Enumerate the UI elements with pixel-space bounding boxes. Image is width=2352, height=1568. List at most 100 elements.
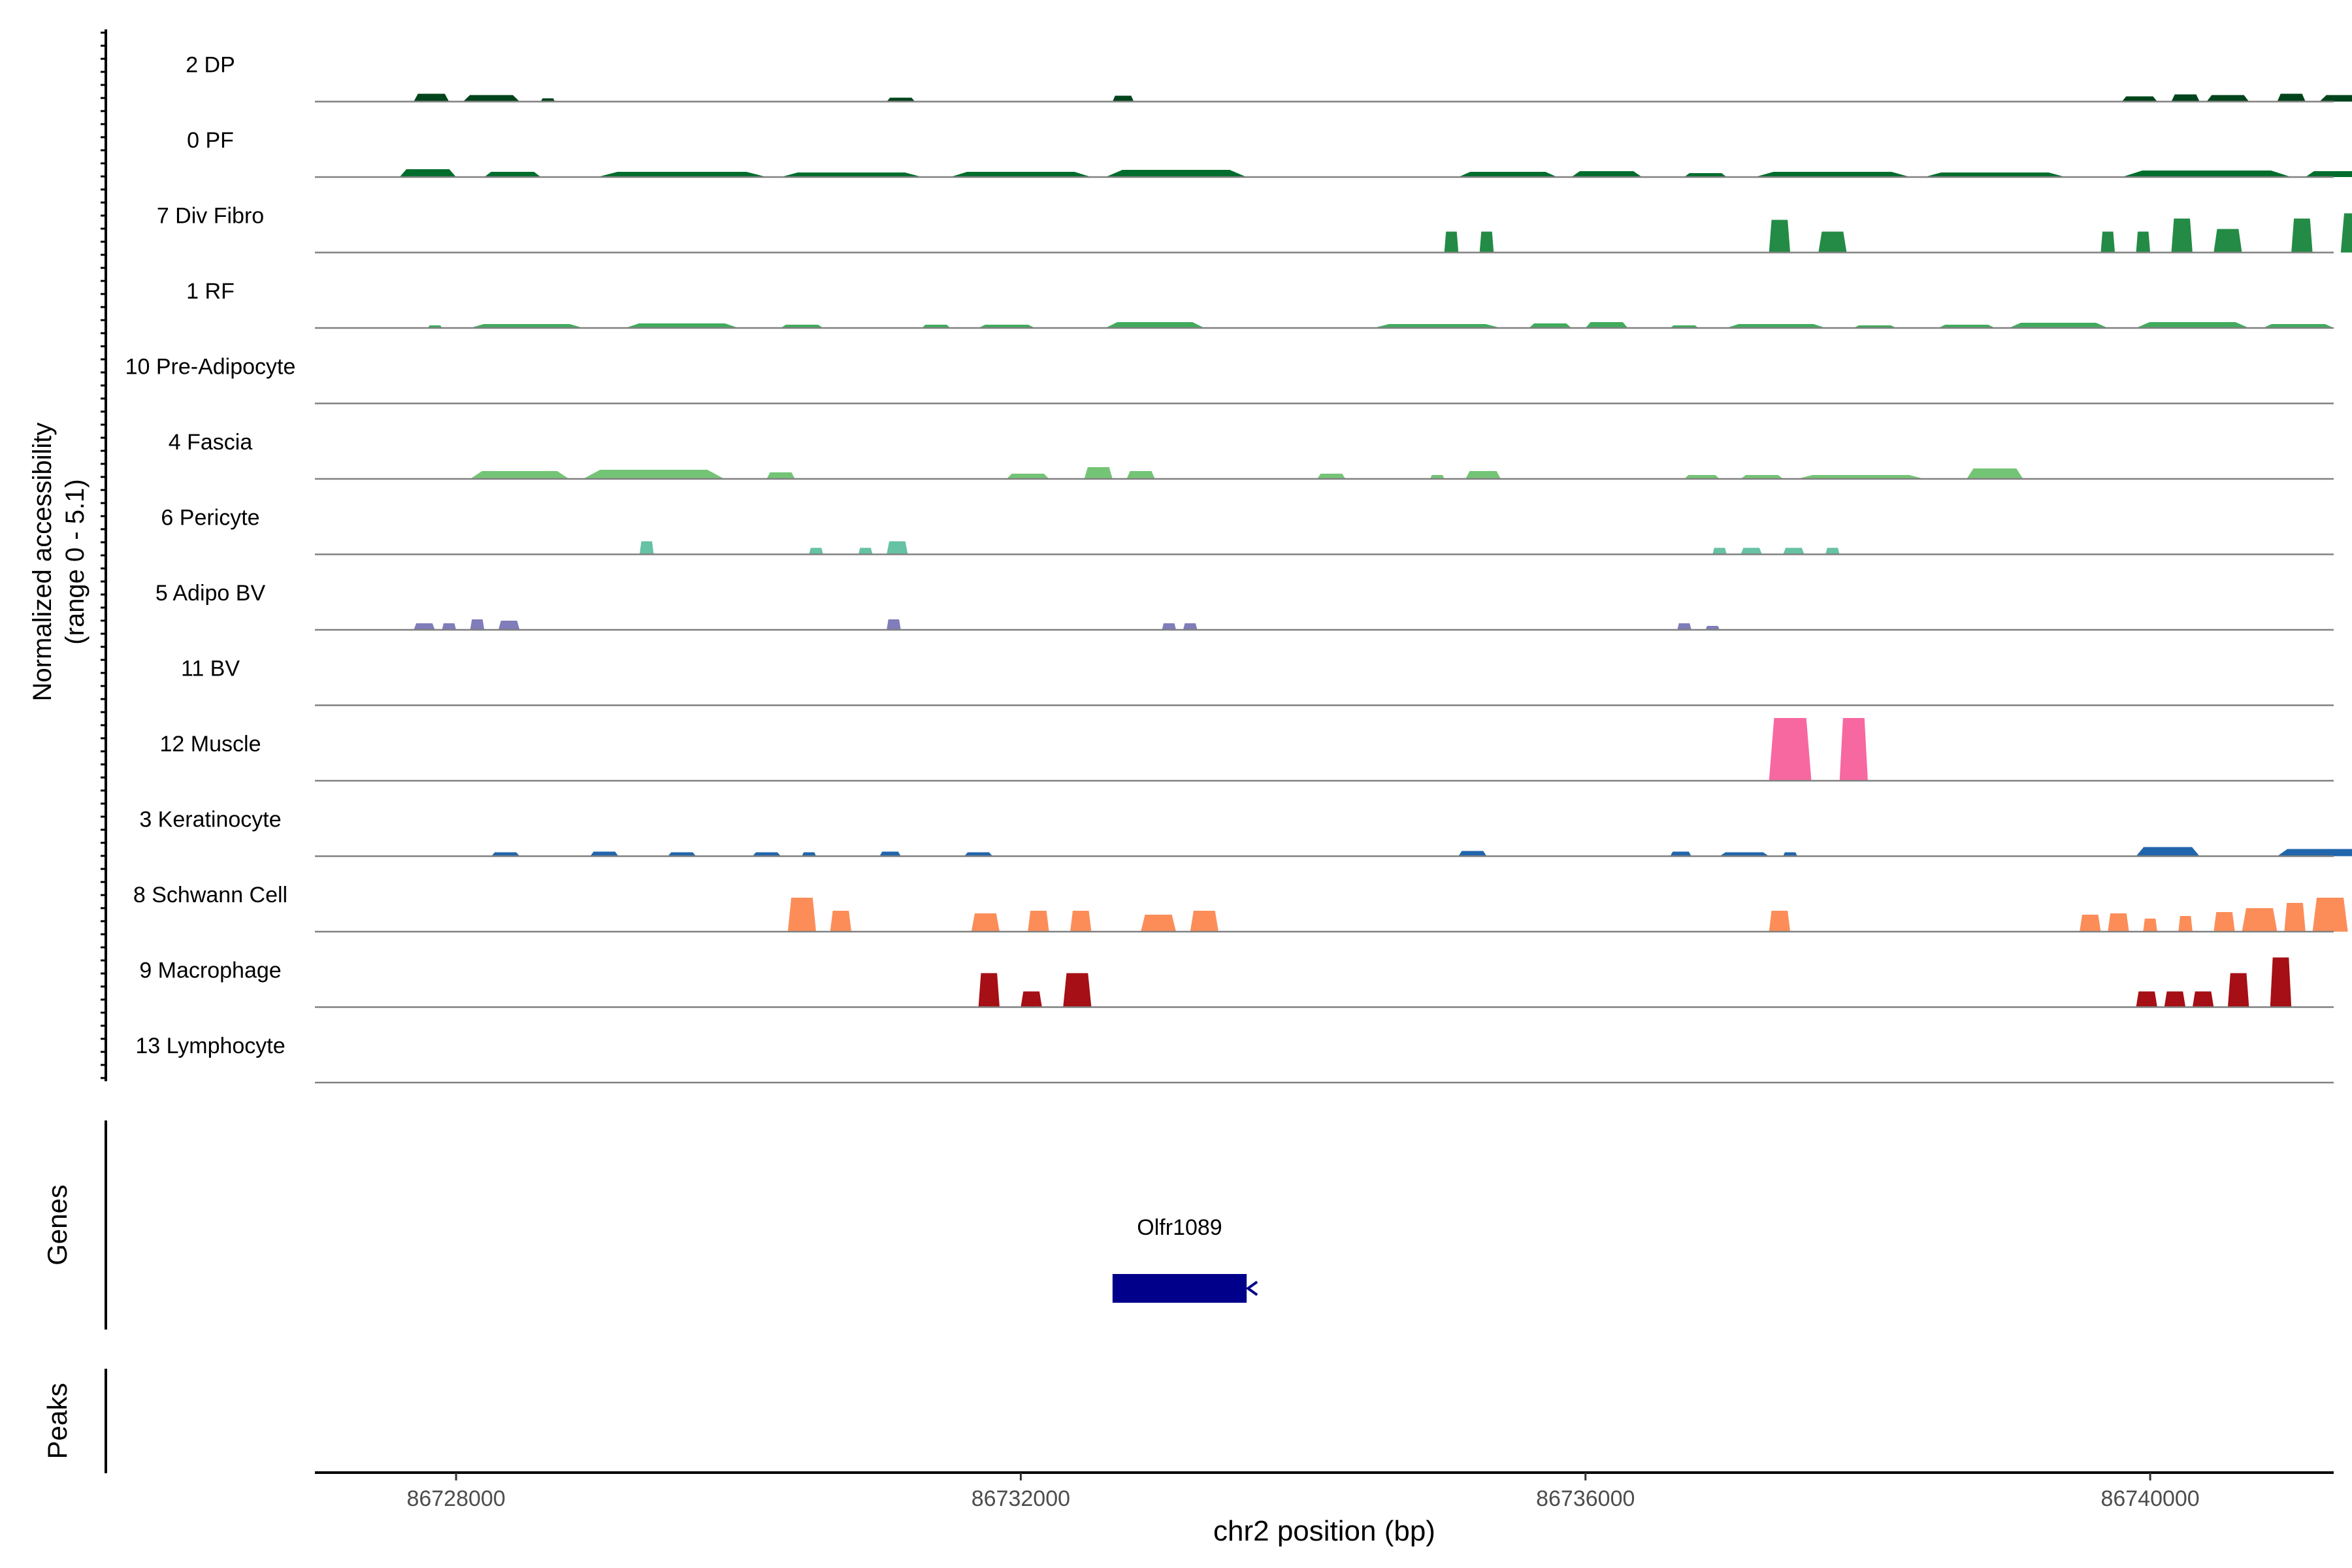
accessibility-peak (1458, 851, 1487, 857)
track-label: 10 Pre-Adipocyte (125, 355, 296, 380)
track-label: 12 Muscle (160, 732, 261, 757)
accessibility-peak (1769, 718, 1812, 781)
track-9-macrophage: 9 Macrophage (139, 957, 2334, 1008)
track-label: 3 Keratinocyte (139, 808, 281, 832)
accessibility-peak (1141, 915, 1177, 932)
accessibility-peak (887, 541, 908, 555)
accessibility-peak (2171, 94, 2200, 102)
track-label: 13 Lymphocyte (135, 1034, 285, 1058)
x-axis-title: chr2 position (bp) (1213, 1515, 1435, 1547)
accessibility-peak (2121, 96, 2157, 102)
accessibility-peak (668, 852, 696, 857)
accessibility-peak (766, 472, 795, 479)
accessibility-peak (2242, 908, 2278, 932)
accessibility-peak (1162, 623, 1177, 630)
accessibility-peak (1070, 911, 1092, 932)
peaks-panel-label: Peaks (42, 1383, 73, 1460)
accessibility-peak (2277, 93, 2306, 102)
accessibility-peak (1021, 991, 1042, 1007)
track-label: 1 RF (186, 279, 235, 304)
accessibility-peak (1571, 171, 1642, 177)
accessibility-peak (1720, 852, 1769, 857)
track-3-keratinocyte: 3 Keratinocyte (139, 808, 2352, 857)
accessibility-peak (2340, 213, 2352, 253)
gene-body (1112, 1274, 1247, 1303)
accessibility-peak (414, 623, 435, 630)
track-label: 5 Adipo BV (155, 581, 266, 606)
accessibility-peak (1818, 231, 1847, 253)
accessibility-peak (1063, 973, 1092, 1007)
accessibility-peak (2108, 913, 2129, 932)
track-13-lymphocyte: 13 Lymphocyte (135, 1034, 2334, 1084)
accessibility-peak (1465, 471, 1501, 479)
track-0-pf: 0 PF (187, 128, 2352, 178)
y-axis-label-line2: (range 0 - 5.1) (61, 479, 90, 644)
accessibility-peak (2171, 218, 2193, 253)
accessibility-peak (484, 172, 541, 177)
accessibility-peak (2227, 973, 2249, 1007)
accessibility-peak (950, 172, 1092, 177)
accessibility-peak (2121, 171, 2292, 177)
accessibility-peak (1028, 911, 1049, 932)
accessibility-peak (1670, 851, 1691, 857)
accessibility-peak (971, 913, 1000, 932)
strand-arrow (1245, 1281, 1258, 1296)
accessibility-peak (1529, 323, 1572, 328)
accessibility-peak (2319, 95, 2352, 102)
accessibility-peak (1458, 172, 1558, 177)
accessibility-peak (787, 898, 817, 932)
accessibility-peak (442, 623, 457, 630)
x-axis: 86728000 86732000 86736000 86740000 (315, 1471, 2334, 1511)
accessibility-peak (2284, 903, 2306, 932)
accessibility-peak (1740, 547, 1762, 555)
accessibility-peak (802, 852, 817, 857)
accessibility-peak (1006, 474, 1049, 479)
accessibility-peak (1677, 623, 1691, 630)
accessibility-peak (470, 324, 583, 328)
accessibility-peak (1712, 547, 1727, 555)
accessibility-peak (625, 323, 739, 328)
track-label: 6 Pericyte (161, 506, 259, 531)
accessibility-peak (858, 547, 873, 555)
track-12-muscle: 12 Muscle (160, 718, 2334, 782)
accessibility-peak (1585, 322, 1628, 328)
track-8-schwann-cell: 8 Schwann Cell (133, 883, 2348, 933)
track-4-fascia: 4 Fascia (169, 430, 2334, 480)
accessibility-peak (1705, 626, 1720, 630)
accessibility-peak (2213, 912, 2235, 932)
accessibility-peak (2164, 991, 2186, 1007)
x-tick-label: 86740000 (2100, 1486, 2199, 1511)
track-label: 11 BV (181, 657, 240, 681)
accessibility-peak (2206, 95, 2249, 102)
accessibility-peak (1084, 467, 1113, 479)
accessibility-peak (2277, 849, 2352, 857)
accessibility-peak (2136, 847, 2200, 857)
x-tick-label: 86728000 (406, 1486, 505, 1511)
accessibility-peak (1769, 220, 1791, 253)
accessibility-peak (2143, 919, 2157, 932)
track-5-adipo-bv: 5 Adipo BV (155, 581, 2334, 631)
accessibility-peak (470, 619, 485, 630)
accessibility-peak (1684, 173, 1727, 177)
accessibility-peak (2192, 991, 2214, 1007)
accessibility-peak (1373, 324, 1501, 328)
accessibility-peak (2262, 324, 2334, 328)
track-11-bv: 11 BV (181, 657, 2334, 706)
accessibility-peak (2213, 229, 2242, 253)
accessibility-peak (1839, 718, 1868, 781)
accessibility-peak (879, 851, 901, 857)
track-7-div-fibro: 7 Div Fibro (157, 204, 2352, 253)
accessibility-peak (830, 911, 852, 932)
accessibility-peak (2080, 915, 2101, 932)
accessibility-peak (399, 169, 457, 177)
accessibility-peak (491, 852, 520, 857)
accessibility-peak (2009, 323, 2108, 328)
accessibility-peak (1183, 623, 1198, 630)
track-2-dp: 2 DP (186, 53, 2352, 103)
accessibility-peak (809, 547, 823, 555)
accessibility-peak (1783, 547, 1805, 555)
accessibility-peak (1479, 231, 1494, 253)
x-tick-label: 86732000 (972, 1486, 1070, 1511)
accessibility-peak (752, 852, 781, 857)
